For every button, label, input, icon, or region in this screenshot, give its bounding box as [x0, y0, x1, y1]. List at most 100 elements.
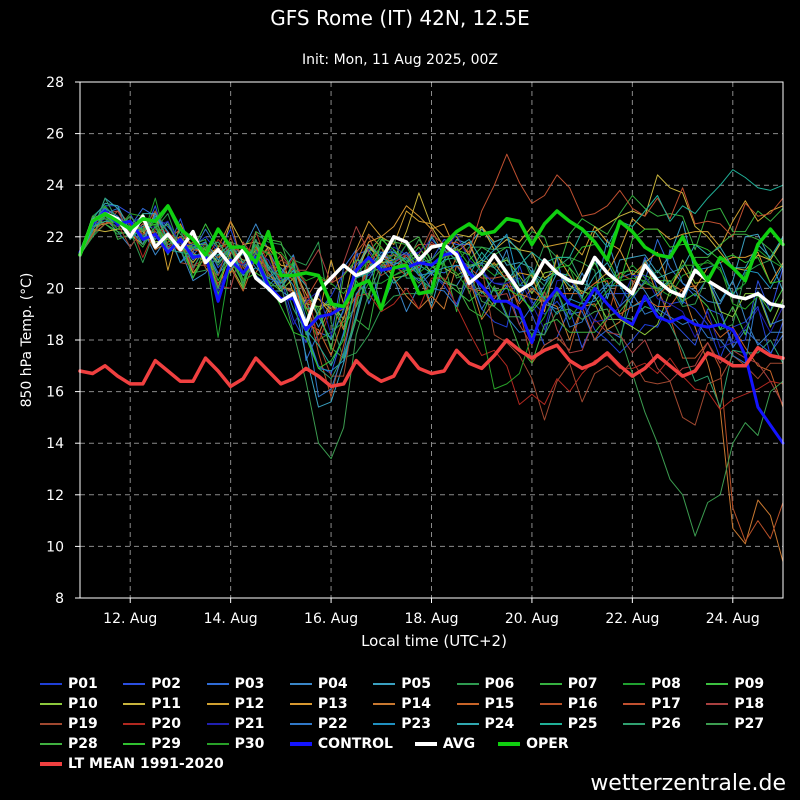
legend-label: CONTROL: [317, 736, 393, 752]
legend-item: P03: [206, 674, 264, 694]
y-tick-label: 20: [46, 281, 64, 297]
legend-swatch: [123, 703, 146, 705]
y-tick-label: 28: [46, 75, 64, 91]
legend-item: P01: [40, 674, 98, 694]
legend-item: P19: [40, 714, 98, 734]
x-tick-label: 16. Aug: [304, 611, 358, 627]
legend-swatch: [123, 683, 146, 685]
legend-swatch: [498, 742, 521, 746]
legend-item: P15: [456, 694, 515, 714]
legend-label: P04: [317, 676, 348, 692]
legend-label: P09: [734, 676, 765, 692]
y-tick-label: 24: [46, 178, 64, 194]
legend-item: P14: [373, 694, 431, 714]
legend-item: P26: [623, 714, 681, 734]
legend-swatch: [289, 742, 312, 746]
legend-label: P02: [151, 676, 182, 692]
legend-swatch: [539, 723, 562, 725]
series-line-control: [78, 209, 785, 445]
legend-swatch: [373, 703, 396, 705]
y-tick-label: 12: [46, 488, 64, 504]
legend-label: P10: [68, 696, 98, 712]
y-tick-label: 22: [46, 230, 64, 246]
series-line-lt-mean-1991-2020: [78, 338, 785, 389]
y-tick-label: 14: [46, 436, 64, 452]
legend-item: AVG: [414, 734, 476, 754]
legend-label: P26: [651, 716, 681, 732]
legend-label: P24: [484, 716, 515, 732]
legend-swatch: [706, 723, 729, 725]
credit-text: wetterzentrale.de: [590, 771, 786, 796]
legend-label: P23: [401, 716, 431, 732]
legend-swatch: [539, 703, 562, 705]
legend-label: P12: [234, 696, 265, 712]
legend-swatch: [206, 683, 229, 685]
legend-label: P27: [734, 716, 765, 732]
series-line-p16: [79, 210, 784, 542]
legend-label: P22: [317, 716, 348, 732]
legend-label: P15: [484, 696, 515, 712]
legend-item: P21: [206, 714, 265, 734]
legend-label: AVG: [442, 736, 476, 752]
legend-swatch: [40, 743, 62, 745]
legend-item: P09: [706, 674, 764, 694]
legend-swatch: [123, 723, 146, 725]
legend-label: P30: [234, 736, 265, 752]
y-tick-label: 8: [55, 591, 64, 607]
legend-item: P05: [373, 674, 431, 694]
legend-item: P17: [623, 694, 681, 714]
legend-item: P13: [289, 694, 348, 714]
legend-swatch: [456, 723, 479, 725]
legend-item: P25: [539, 714, 598, 734]
legend-label: P14: [401, 696, 431, 712]
legend-item: P23: [373, 714, 431, 734]
legend-label: LT MEAN 1991-2020: [68, 756, 224, 772]
legend-label: P11: [151, 696, 182, 712]
legend-label: P06: [484, 676, 515, 692]
legend-swatch: [414, 742, 437, 746]
legend-item: P22: [289, 714, 348, 734]
series-line-p21: [79, 215, 784, 349]
series-layer: [78, 153, 785, 563]
chart-subtitle: Init: Mon, 11 Aug 2025, 00Z: [302, 52, 498, 68]
legend-label: P17: [651, 696, 681, 712]
x-tick-label: 20. Aug: [505, 611, 559, 627]
legend-swatch: [206, 743, 229, 745]
legend-item: P12: [206, 694, 265, 714]
legend-swatch: [123, 743, 146, 745]
legend-item: P10: [40, 694, 98, 714]
legend-label: P20: [151, 716, 182, 732]
legend-item: P02: [123, 674, 181, 694]
x-tick-label: 24. Aug: [706, 611, 760, 627]
series-line-p12: [79, 200, 784, 318]
legend-swatch: [206, 723, 229, 725]
legend-item: CONTROL: [289, 734, 393, 754]
x-tick-label: 18. Aug: [404, 611, 458, 627]
legend-item: P30: [206, 734, 265, 754]
legend-label: P19: [68, 716, 98, 732]
legend-label: P21: [234, 716, 265, 732]
x-axis-label: Local time (UTC+2): [361, 632, 507, 650]
legend-label: P29: [151, 736, 182, 752]
legend-swatch: [289, 683, 312, 685]
legend-item: P20: [123, 714, 181, 734]
legend-item: P11: [123, 694, 181, 714]
legend-label: P01: [68, 676, 98, 692]
legend-swatch: [40, 703, 62, 705]
series-line-p19: [79, 210, 784, 426]
legend-label: OPER: [526, 736, 569, 752]
legend-swatch: [623, 703, 646, 705]
legend-label: P13: [317, 696, 348, 712]
x-tick-label: 12. Aug: [103, 611, 157, 627]
legend-swatch: [706, 683, 729, 685]
legend-swatch: [706, 703, 729, 705]
legend-swatch: [623, 683, 646, 685]
series-line-p25: [79, 169, 784, 367]
x-tick-label: 14. Aug: [204, 611, 258, 627]
legend-swatch: [456, 703, 479, 705]
legend-label: P25: [567, 716, 598, 732]
legend-item: P07: [539, 674, 598, 694]
chart-title: GFS Rome (IT) 42N, 12.5E: [270, 6, 530, 30]
legend-label: P28: [68, 736, 98, 752]
y-axis-label: 850 hPa Temp. (°C): [19, 273, 35, 408]
